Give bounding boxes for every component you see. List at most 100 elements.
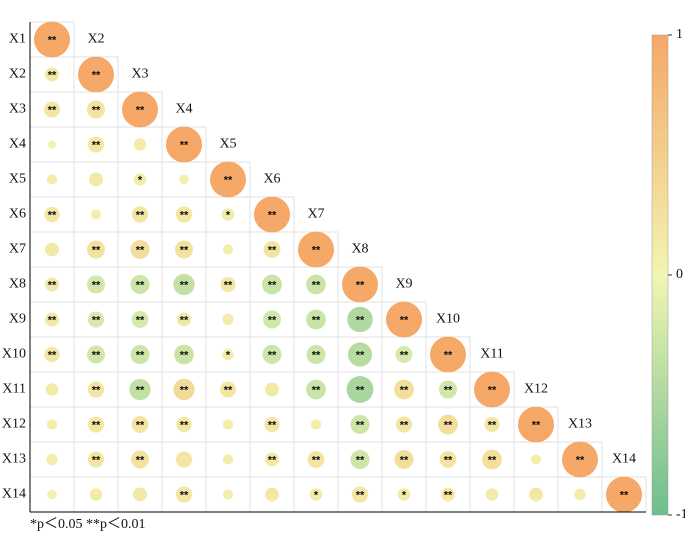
significance-label: **: [444, 454, 453, 466]
significance-label: **: [444, 349, 453, 361]
significance-label: **: [312, 454, 321, 466]
significance-label: **: [48, 209, 57, 221]
correlation-circle: [222, 454, 234, 465]
significance-label: **: [400, 384, 409, 396]
correlation-circle: [122, 91, 158, 128]
correlation-circle: [262, 344, 282, 365]
significance-label: **: [356, 489, 365, 501]
significance-label: **: [180, 349, 189, 361]
significance-label: **: [400, 454, 409, 466]
correlation-circle: [89, 172, 103, 187]
footnote: *p＜0.05 **p＜0.01: [30, 517, 146, 532]
correlation-circle: [438, 414, 458, 435]
correlation-circle: [179, 174, 189, 185]
correlation-circle: [346, 376, 374, 403]
correlation-circle: [173, 273, 195, 296]
correlation-circle: [264, 416, 280, 433]
correlation-circle: [87, 416, 105, 433]
correlation-circle: [78, 56, 114, 93]
correlation-circle: [484, 416, 500, 433]
significance-label: **: [92, 314, 101, 326]
significance-label: **: [136, 349, 145, 361]
significance-label: **: [136, 454, 145, 466]
correlation-circle: [173, 378, 195, 401]
correlation-circle: [306, 379, 326, 400]
correlation-circle: [177, 312, 191, 327]
significance-label: **: [488, 419, 497, 431]
correlation-circle: [87, 100, 105, 119]
correlation-circle: [439, 380, 457, 399]
significance-label: **: [92, 454, 101, 466]
significance-label: **: [180, 209, 189, 221]
correlation-circle: [298, 231, 334, 268]
correlation-circle: [265, 452, 279, 467]
correlation-circle: [47, 489, 57, 500]
correlation-circle: [441, 487, 455, 502]
significance-label: **: [180, 489, 189, 501]
correlation-circle: [87, 275, 105, 294]
column-label: X13: [568, 417, 592, 432]
significance-label: **: [312, 349, 321, 361]
correlation-circle: [45, 67, 59, 82]
significance-label: **: [268, 454, 277, 466]
correlation-circle: [133, 487, 147, 502]
correlation-circle: [220, 276, 236, 293]
correlation-circle: [222, 313, 234, 326]
correlation-circle: [222, 244, 234, 255]
row-label: X1: [9, 32, 26, 47]
significance-label: **: [180, 139, 189, 151]
significance-label: **: [620, 489, 629, 501]
significance-label: *: [314, 489, 319, 501]
correlation-circle: [351, 486, 369, 503]
row-label: X10: [2, 347, 26, 362]
significance-label: **: [136, 209, 145, 221]
correlation-circle: [45, 242, 59, 257]
correlation-circle: [45, 312, 59, 327]
significance-label: **: [268, 244, 277, 256]
row-label: X3: [9, 102, 26, 117]
significance-label: **: [356, 279, 365, 291]
correlation-circle: [176, 416, 192, 433]
correlation-circle: [221, 208, 235, 221]
significance-label: **: [92, 69, 101, 81]
column-label: X7: [307, 207, 324, 222]
colorbar-tick-label: -1: [676, 507, 685, 522]
correlation-circle: [350, 449, 370, 470]
colorbar-tick-label: 1: [676, 27, 683, 42]
significance-label: **: [268, 419, 277, 431]
correlation-circle: [133, 173, 147, 186]
correlation-circle: [87, 451, 105, 468]
correlation-circle: [397, 488, 411, 501]
significance-label: **: [180, 384, 189, 396]
correlation-circle: [310, 419, 322, 430]
significance-label: **: [180, 314, 189, 326]
correlation-circle: [130, 274, 150, 295]
correlation-circle: [518, 406, 554, 443]
significance-label: **: [224, 279, 233, 291]
correlation-circle: [87, 136, 105, 153]
column-label: X10: [436, 312, 460, 327]
significance-label: **: [180, 244, 189, 256]
significance-label: **: [268, 314, 277, 326]
correlation-circle: [129, 378, 151, 401]
correlation-circle: [307, 451, 325, 468]
correlation-circle: [45, 383, 59, 396]
significance-label: **: [488, 384, 497, 396]
correlation-circle: [46, 453, 58, 466]
significance-label: **: [356, 384, 365, 396]
correlation-circle: [606, 476, 642, 513]
significance-label: **: [268, 209, 277, 221]
correlation-circle: [87, 381, 105, 398]
significance-label: **: [92, 279, 101, 291]
row-label: X7: [9, 242, 26, 257]
column-label: X14: [612, 452, 636, 467]
correlation-circle: [43, 101, 61, 118]
correlation-circle: [34, 21, 70, 58]
significance-label: **: [92, 139, 101, 151]
significance-label: **: [576, 454, 585, 466]
correlation-circle: [87, 345, 105, 364]
significance-label: **: [400, 419, 409, 431]
correlation-circle: [306, 274, 326, 295]
column-label: X4: [175, 102, 192, 117]
row-label: X8: [9, 277, 26, 292]
